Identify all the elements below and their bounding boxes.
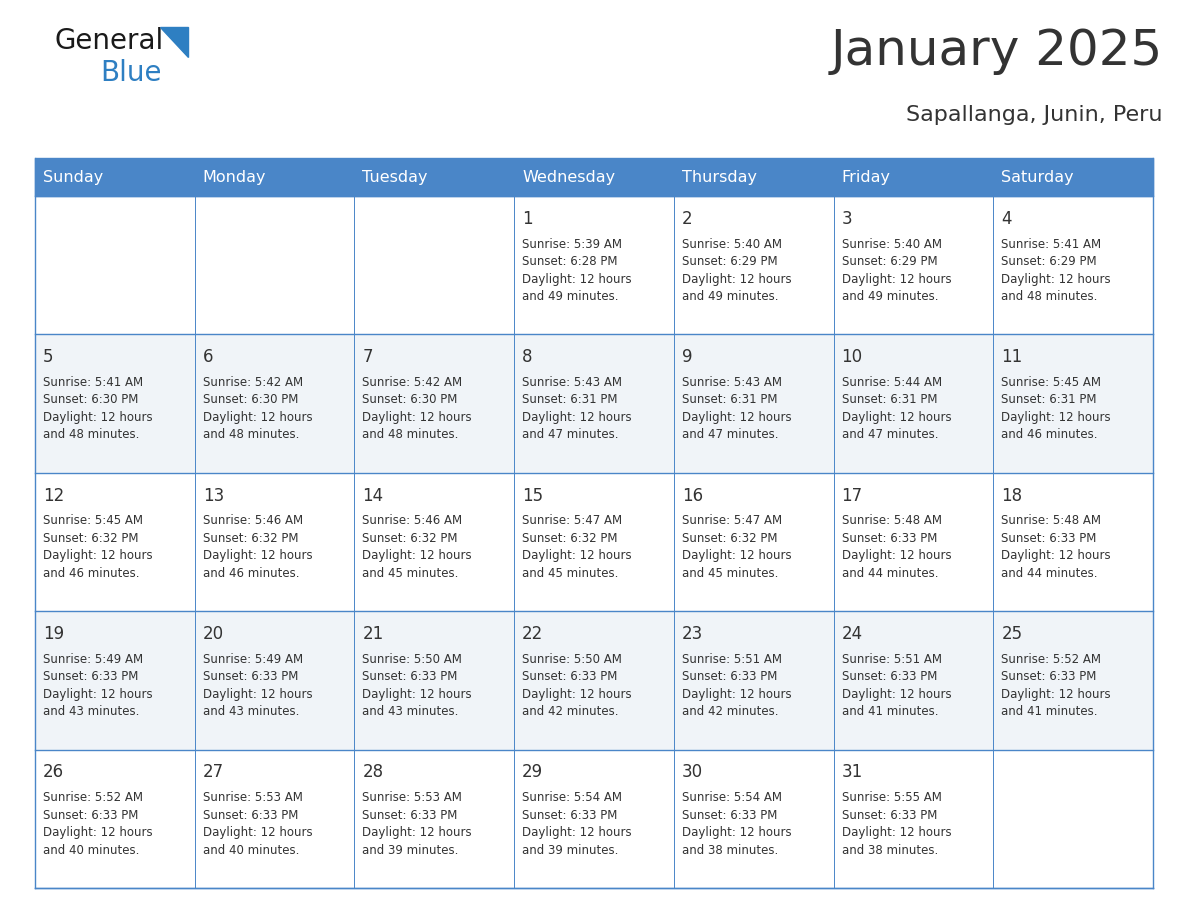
Text: Sunrise: 5:41 AM
Sunset: 6:30 PM
Daylight: 12 hours
and 48 minutes.: Sunrise: 5:41 AM Sunset: 6:30 PM Dayligh… (43, 375, 152, 442)
Text: Sunrise: 5:42 AM
Sunset: 6:30 PM
Daylight: 12 hours
and 48 minutes.: Sunrise: 5:42 AM Sunset: 6:30 PM Dayligh… (203, 375, 312, 442)
Text: Sunrise: 5:53 AM
Sunset: 6:33 PM
Daylight: 12 hours
and 40 minutes.: Sunrise: 5:53 AM Sunset: 6:33 PM Dayligh… (203, 791, 312, 856)
Text: 22: 22 (523, 625, 543, 643)
Text: Sunrise: 5:46 AM
Sunset: 6:32 PM
Daylight: 12 hours
and 46 minutes.: Sunrise: 5:46 AM Sunset: 6:32 PM Dayligh… (203, 514, 312, 580)
Text: Sunrise: 5:51 AM
Sunset: 6:33 PM
Daylight: 12 hours
and 42 minutes.: Sunrise: 5:51 AM Sunset: 6:33 PM Dayligh… (682, 653, 791, 718)
Text: 16: 16 (682, 487, 703, 505)
Text: 13: 13 (203, 487, 225, 505)
Text: Sunrise: 5:50 AM
Sunset: 6:33 PM
Daylight: 12 hours
and 42 minutes.: Sunrise: 5:50 AM Sunset: 6:33 PM Dayligh… (523, 653, 632, 718)
Bar (34, 196, 1154, 334)
Text: 23: 23 (682, 625, 703, 643)
Text: Sunrise: 5:45 AM
Sunset: 6:32 PM
Daylight: 12 hours
and 46 minutes.: Sunrise: 5:45 AM Sunset: 6:32 PM Dayligh… (43, 514, 152, 580)
Text: 15: 15 (523, 487, 543, 505)
Text: 4: 4 (1001, 210, 1012, 228)
Text: 7: 7 (362, 348, 373, 366)
Text: 17: 17 (841, 487, 862, 505)
Text: 10: 10 (841, 348, 862, 366)
Text: 5: 5 (43, 348, 53, 366)
Text: Sunrise: 5:44 AM
Sunset: 6:31 PM
Daylight: 12 hours
and 47 minutes.: Sunrise: 5:44 AM Sunset: 6:31 PM Dayligh… (841, 375, 952, 442)
Text: Sunrise: 5:53 AM
Sunset: 6:33 PM
Daylight: 12 hours
and 39 minutes.: Sunrise: 5:53 AM Sunset: 6:33 PM Dayligh… (362, 791, 472, 856)
Bar (34, 473, 1154, 611)
Text: 11: 11 (1001, 348, 1023, 366)
Text: Sapallanga, Junin, Peru: Sapallanga, Junin, Peru (906, 105, 1163, 125)
Text: Sunrise: 5:40 AM
Sunset: 6:29 PM
Daylight: 12 hours
and 49 minutes.: Sunrise: 5:40 AM Sunset: 6:29 PM Dayligh… (841, 238, 952, 303)
Text: Sunrise: 5:49 AM
Sunset: 6:33 PM
Daylight: 12 hours
and 43 minutes.: Sunrise: 5:49 AM Sunset: 6:33 PM Dayligh… (203, 653, 312, 718)
Text: 24: 24 (841, 625, 862, 643)
Text: Sunrise: 5:50 AM
Sunset: 6:33 PM
Daylight: 12 hours
and 43 minutes.: Sunrise: 5:50 AM Sunset: 6:33 PM Dayligh… (362, 653, 472, 718)
Text: Sunday: Sunday (43, 170, 103, 185)
Text: Wednesday: Wednesday (523, 170, 615, 185)
Text: Sunrise: 5:48 AM
Sunset: 6:33 PM
Daylight: 12 hours
and 44 minutes.: Sunrise: 5:48 AM Sunset: 6:33 PM Dayligh… (1001, 514, 1111, 580)
Text: 31: 31 (841, 764, 862, 781)
Text: 18: 18 (1001, 487, 1023, 505)
Text: Sunrise: 5:43 AM
Sunset: 6:31 PM
Daylight: 12 hours
and 47 minutes.: Sunrise: 5:43 AM Sunset: 6:31 PM Dayligh… (682, 375, 791, 442)
Text: 9: 9 (682, 348, 693, 366)
Text: Monday: Monday (203, 170, 266, 185)
Text: 25: 25 (1001, 625, 1023, 643)
Text: Sunrise: 5:52 AM
Sunset: 6:33 PM
Daylight: 12 hours
and 41 minutes.: Sunrise: 5:52 AM Sunset: 6:33 PM Dayligh… (1001, 653, 1111, 718)
Text: 19: 19 (43, 625, 64, 643)
Text: 1: 1 (523, 210, 532, 228)
Text: Sunrise: 5:39 AM
Sunset: 6:28 PM
Daylight: 12 hours
and 49 minutes.: Sunrise: 5:39 AM Sunset: 6:28 PM Dayligh… (523, 238, 632, 303)
Text: Sunrise: 5:43 AM
Sunset: 6:31 PM
Daylight: 12 hours
and 47 minutes.: Sunrise: 5:43 AM Sunset: 6:31 PM Dayligh… (523, 375, 632, 442)
Text: Friday: Friday (841, 170, 891, 185)
Text: Sunrise: 5:47 AM
Sunset: 6:32 PM
Daylight: 12 hours
and 45 minutes.: Sunrise: 5:47 AM Sunset: 6:32 PM Dayligh… (682, 514, 791, 580)
Text: Sunrise: 5:52 AM
Sunset: 6:33 PM
Daylight: 12 hours
and 40 minutes.: Sunrise: 5:52 AM Sunset: 6:33 PM Dayligh… (43, 791, 152, 856)
Text: 6: 6 (203, 348, 213, 366)
Text: Sunrise: 5:51 AM
Sunset: 6:33 PM
Daylight: 12 hours
and 41 minutes.: Sunrise: 5:51 AM Sunset: 6:33 PM Dayligh… (841, 653, 952, 718)
Bar (34, 158, 1154, 196)
Text: 27: 27 (203, 764, 223, 781)
Text: Sunrise: 5:54 AM
Sunset: 6:33 PM
Daylight: 12 hours
and 38 minutes.: Sunrise: 5:54 AM Sunset: 6:33 PM Dayligh… (682, 791, 791, 856)
Text: 28: 28 (362, 764, 384, 781)
Text: Sunrise: 5:45 AM
Sunset: 6:31 PM
Daylight: 12 hours
and 46 minutes.: Sunrise: 5:45 AM Sunset: 6:31 PM Dayligh… (1001, 375, 1111, 442)
Text: Sunrise: 5:41 AM
Sunset: 6:29 PM
Daylight: 12 hours
and 48 minutes.: Sunrise: 5:41 AM Sunset: 6:29 PM Dayligh… (1001, 238, 1111, 303)
Polygon shape (160, 27, 188, 57)
Text: 8: 8 (523, 348, 532, 366)
Text: Sunrise: 5:54 AM
Sunset: 6:33 PM
Daylight: 12 hours
and 39 minutes.: Sunrise: 5:54 AM Sunset: 6:33 PM Dayligh… (523, 791, 632, 856)
Text: Sunrise: 5:40 AM
Sunset: 6:29 PM
Daylight: 12 hours
and 49 minutes.: Sunrise: 5:40 AM Sunset: 6:29 PM Dayligh… (682, 238, 791, 303)
Text: Tuesday: Tuesday (362, 170, 428, 185)
Text: 20: 20 (203, 625, 223, 643)
Text: Blue: Blue (100, 59, 162, 87)
Text: Thursday: Thursday (682, 170, 757, 185)
Text: Sunrise: 5:49 AM
Sunset: 6:33 PM
Daylight: 12 hours
and 43 minutes.: Sunrise: 5:49 AM Sunset: 6:33 PM Dayligh… (43, 653, 152, 718)
Text: 14: 14 (362, 487, 384, 505)
Text: 12: 12 (43, 487, 64, 505)
Bar (34, 611, 1154, 750)
Text: 30: 30 (682, 764, 703, 781)
Text: January 2025: January 2025 (830, 27, 1163, 75)
Text: 21: 21 (362, 625, 384, 643)
Text: 26: 26 (43, 764, 64, 781)
Text: Sunrise: 5:47 AM
Sunset: 6:32 PM
Daylight: 12 hours
and 45 minutes.: Sunrise: 5:47 AM Sunset: 6:32 PM Dayligh… (523, 514, 632, 580)
Text: 2: 2 (682, 210, 693, 228)
Text: Sunrise: 5:55 AM
Sunset: 6:33 PM
Daylight: 12 hours
and 38 minutes.: Sunrise: 5:55 AM Sunset: 6:33 PM Dayligh… (841, 791, 952, 856)
Text: Sunrise: 5:46 AM
Sunset: 6:32 PM
Daylight: 12 hours
and 45 minutes.: Sunrise: 5:46 AM Sunset: 6:32 PM Dayligh… (362, 514, 472, 580)
Text: 29: 29 (523, 764, 543, 781)
Text: Sunrise: 5:42 AM
Sunset: 6:30 PM
Daylight: 12 hours
and 48 minutes.: Sunrise: 5:42 AM Sunset: 6:30 PM Dayligh… (362, 375, 472, 442)
Text: General: General (55, 27, 164, 55)
Text: Sunrise: 5:48 AM
Sunset: 6:33 PM
Daylight: 12 hours
and 44 minutes.: Sunrise: 5:48 AM Sunset: 6:33 PM Dayligh… (841, 514, 952, 580)
Bar (34, 750, 1154, 888)
Text: 3: 3 (841, 210, 852, 228)
Text: Saturday: Saturday (1001, 170, 1074, 185)
Bar (34, 334, 1154, 473)
